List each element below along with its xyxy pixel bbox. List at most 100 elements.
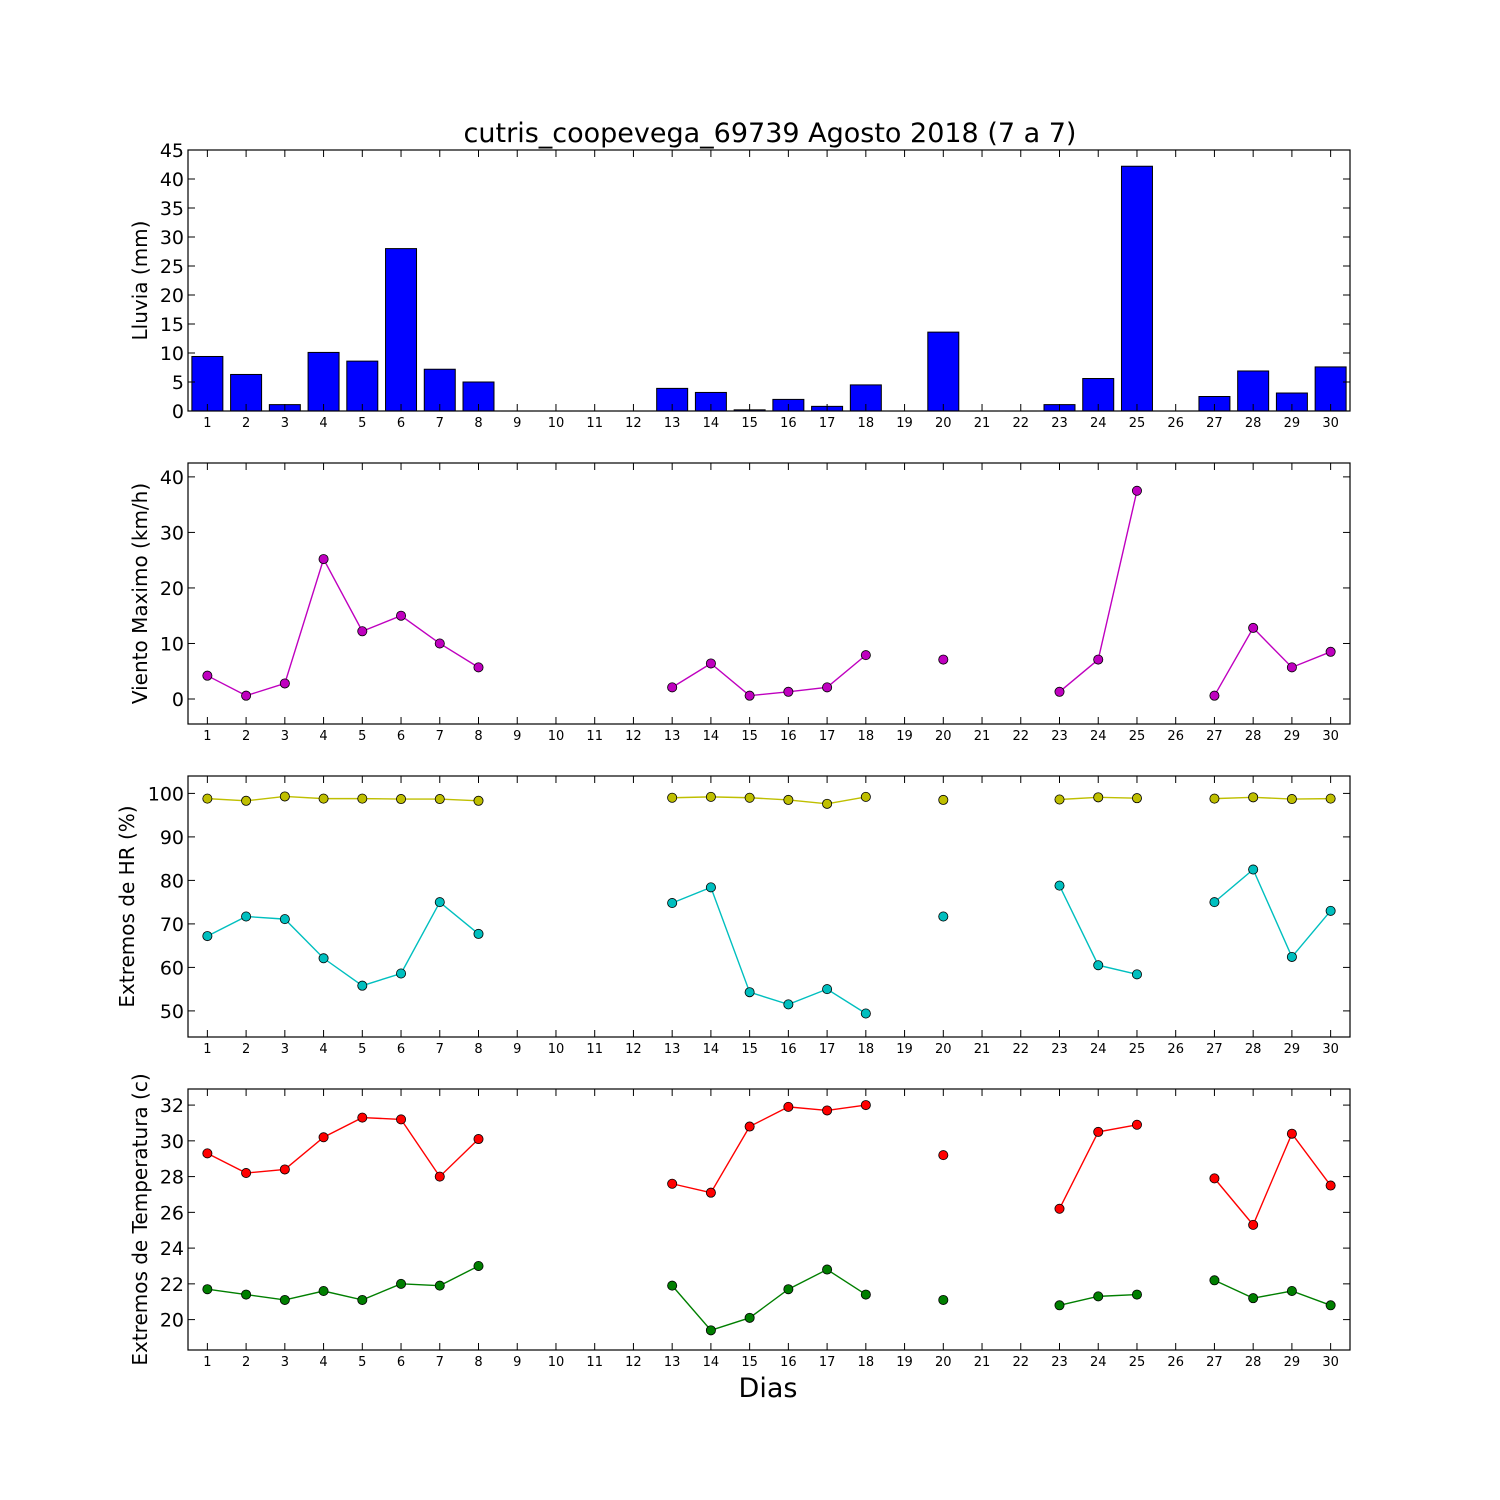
chart-title: cutris_coopevega_69739 Agosto 2018 (7 a … xyxy=(464,118,1077,149)
data-point xyxy=(667,898,678,909)
x-tick-label: 18 xyxy=(858,1042,875,1057)
series-1 xyxy=(202,791,1336,809)
x-tick-label: 9 xyxy=(513,416,521,431)
x-tick-label: 8 xyxy=(474,729,482,744)
y-axis-label: Extremos de HR (%) xyxy=(115,805,139,1007)
x-tick-label: 19 xyxy=(896,1355,913,1370)
data-point xyxy=(1054,794,1065,805)
x-tick-label: 20 xyxy=(935,1355,952,1370)
y-axis-label: Viento Maximo (km/h) xyxy=(128,483,152,704)
data-point xyxy=(318,1286,329,1297)
data-point xyxy=(357,980,368,991)
x-tick-label: 23 xyxy=(1051,416,1068,431)
x-tick-label: 1 xyxy=(203,416,211,431)
x-tick-label: 27 xyxy=(1206,1042,1223,1057)
data-point xyxy=(1093,1126,1104,1137)
x-tick-label: 7 xyxy=(436,1355,444,1370)
bar xyxy=(1314,366,1347,412)
x-tick-label: 6 xyxy=(397,729,405,744)
x-tick-label: 26 xyxy=(1167,1042,1184,1057)
data-point xyxy=(1286,662,1297,673)
data-point xyxy=(1131,969,1142,980)
data-point xyxy=(473,662,484,673)
x-tick-label: 18 xyxy=(858,729,875,744)
data-point xyxy=(822,682,833,693)
data-point xyxy=(279,914,290,925)
plot-frame xyxy=(187,149,1351,412)
y-tick-label: 35 xyxy=(160,198,184,220)
y-tick-label: 20 xyxy=(160,578,184,600)
x-tick-label: 29 xyxy=(1284,1042,1301,1057)
data-point xyxy=(860,650,871,661)
x-tick-label: 25 xyxy=(1129,416,1146,431)
data-point xyxy=(473,1260,484,1271)
y-tick-label: 50 xyxy=(160,1001,184,1023)
x-tick-label: 17 xyxy=(819,1355,836,1370)
y-tick-label: 0 xyxy=(172,401,184,423)
data-point xyxy=(822,1264,833,1275)
data-point xyxy=(1131,485,1142,496)
x-tick-label: 4 xyxy=(319,1355,327,1370)
x-tick-label: 8 xyxy=(474,416,482,431)
data-point xyxy=(241,911,252,922)
y-tick-label: 30 xyxy=(160,1131,184,1153)
data-point xyxy=(744,1312,755,1323)
series-1 xyxy=(202,1100,1336,1230)
x-tick-label: 14 xyxy=(703,1042,720,1057)
x-tick-label: 21 xyxy=(974,416,991,431)
x-tick-label: 1 xyxy=(203,1355,211,1370)
data-point xyxy=(396,794,407,805)
data-point xyxy=(396,610,407,621)
data-point xyxy=(318,953,329,964)
y-tick-label: 32 xyxy=(160,1095,184,1117)
series-1 xyxy=(191,165,1347,412)
x-tick-label: 30 xyxy=(1322,1042,1339,1057)
x-tick-label: 27 xyxy=(1206,729,1223,744)
x-tick-label: 29 xyxy=(1284,416,1301,431)
x-tick-label: 23 xyxy=(1051,1042,1068,1057)
data-point xyxy=(473,795,484,806)
x-tick-label: 26 xyxy=(1167,416,1184,431)
data-point xyxy=(434,638,445,649)
data-point xyxy=(860,791,871,802)
data-point xyxy=(744,1121,755,1132)
data-point xyxy=(667,792,678,803)
data-point xyxy=(1209,690,1220,701)
x-tick-label: 7 xyxy=(436,416,444,431)
series-line xyxy=(207,1265,479,1301)
data-point xyxy=(938,794,949,805)
data-point xyxy=(279,791,290,802)
x-tick-label: 3 xyxy=(281,1042,289,1057)
x-tick-label: 10 xyxy=(548,416,565,431)
data-point xyxy=(1054,880,1065,891)
y-tick-label: 40 xyxy=(160,467,184,489)
x-tick-label: 20 xyxy=(935,1042,952,1057)
data-point xyxy=(396,1114,407,1125)
x-tick-label: 10 xyxy=(548,1355,565,1370)
x-tick-label: 16 xyxy=(780,416,797,431)
data-point xyxy=(357,1294,368,1305)
data-point xyxy=(1093,960,1104,971)
x-tick-label: 17 xyxy=(819,729,836,744)
x-tick-label: 1 xyxy=(203,1042,211,1057)
data-point xyxy=(1325,1180,1336,1191)
x-tick-label: 19 xyxy=(896,729,913,744)
series-2 xyxy=(202,864,1336,1019)
x-tick-label: 20 xyxy=(935,729,952,744)
x-tick-label: 30 xyxy=(1322,1355,1339,1370)
bar xyxy=(346,360,379,412)
data-point xyxy=(202,793,213,804)
series-line xyxy=(1058,1124,1138,1210)
x-tick-label: 13 xyxy=(664,729,681,744)
x-tick-label: 11 xyxy=(586,1355,603,1370)
x-tick-label: 9 xyxy=(513,729,521,744)
data-point xyxy=(279,1294,290,1305)
x-tick-label: 11 xyxy=(586,1042,603,1057)
data-point xyxy=(705,1187,716,1198)
series-line xyxy=(1213,626,1331,697)
data-point xyxy=(1054,1300,1065,1311)
x-tick-label: 19 xyxy=(896,1042,913,1057)
x-tick-label: 15 xyxy=(741,416,758,431)
data-point xyxy=(241,1289,252,1300)
